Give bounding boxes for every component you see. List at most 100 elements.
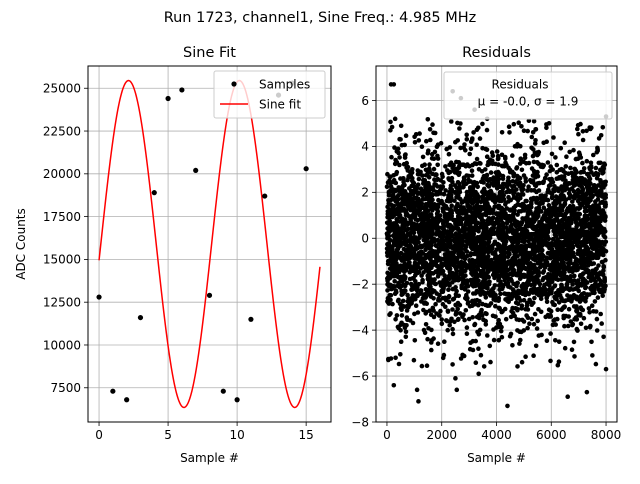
- residual-point: [584, 246, 589, 252]
- legend-samples-marker: [231, 81, 237, 87]
- residual-point: [396, 207, 402, 212]
- residual-point: [577, 211, 583, 217]
- residual-point: [592, 299, 598, 304]
- residual-point: [585, 235, 591, 241]
- residual-point: [532, 188, 537, 193]
- residual-point: [426, 187, 432, 192]
- residual-point: [463, 273, 468, 278]
- residual-point: [601, 334, 606, 340]
- residual-point: [534, 267, 539, 273]
- residual-point: [489, 257, 494, 263]
- residual-point: [519, 359, 525, 365]
- residual-point: [520, 237, 525, 242]
- residual-point: [434, 243, 439, 249]
- residual-point: [543, 236, 549, 241]
- residual-point: [587, 310, 592, 315]
- residual-point: [603, 249, 609, 254]
- residual-point: [442, 261, 448, 266]
- residual-point: [581, 315, 587, 321]
- residual-point: [426, 193, 432, 198]
- sine-fit-ytick-label: 10000: [43, 338, 81, 352]
- residual-point: [564, 154, 569, 159]
- residual-point: [494, 149, 500, 154]
- residual-point: [519, 243, 524, 249]
- residual-point: [466, 234, 472, 239]
- residual-point: [455, 275, 461, 280]
- residual-point: [406, 262, 412, 268]
- residual-point: [500, 229, 506, 234]
- residual-point: [525, 128, 530, 134]
- residual-point: [396, 325, 401, 331]
- residual-point: [460, 184, 466, 190]
- residual-point: [475, 184, 481, 190]
- residual-point: [454, 222, 459, 228]
- residual-point: [561, 268, 566, 274]
- residual-point: [600, 200, 606, 206]
- residual-point: [486, 204, 491, 209]
- residual-point: [453, 376, 458, 381]
- residual-point: [594, 192, 599, 197]
- residual-point: [546, 203, 552, 208]
- residual-point: [536, 280, 541, 285]
- residual-point: [573, 217, 578, 222]
- residual-point: [557, 225, 563, 231]
- residual-point: [398, 284, 404, 289]
- residual-point: [387, 174, 393, 180]
- residual-point: [506, 299, 512, 305]
- residual-point: [428, 262, 434, 267]
- residual-point: [398, 123, 404, 129]
- residual-point: [533, 138, 538, 143]
- residual-point: [429, 151, 435, 157]
- residual-point: [538, 296, 544, 302]
- residual-point: [531, 279, 537, 285]
- residual-point: [448, 272, 454, 278]
- residual-point: [488, 359, 493, 365]
- residual-point: [452, 243, 457, 249]
- residual-point: [547, 283, 552, 288]
- residual-point: [435, 162, 441, 168]
- residual-point: [471, 181, 476, 186]
- residual-point: [467, 215, 473, 220]
- residual-point: [556, 288, 561, 293]
- residual-point: [491, 222, 497, 228]
- residual-point: [505, 272, 511, 278]
- residual-point: [507, 130, 512, 135]
- residual-point: [511, 121, 517, 127]
- residual-point: [416, 253, 421, 259]
- residual-point: [506, 175, 511, 181]
- residuals-ytick-label: 2: [361, 186, 369, 200]
- residual-point: [575, 251, 580, 256]
- residual-point: [397, 136, 402, 142]
- residual-point: [409, 170, 415, 175]
- residual-point: [399, 186, 405, 191]
- residual-point: [421, 327, 427, 333]
- residuals-xlabel: Sample #: [467, 451, 526, 465]
- residual-point: [501, 255, 506, 261]
- residual-point: [438, 232, 443, 238]
- residual-point: [580, 186, 586, 192]
- residual-point: [412, 311, 417, 317]
- residual-point: [464, 137, 470, 142]
- residual-point: [570, 322, 575, 328]
- residual-point: [468, 266, 473, 272]
- residual-point: [390, 257, 395, 263]
- residual-point: [503, 232, 509, 237]
- residual-point: [473, 360, 479, 366]
- residual-point: [464, 325, 470, 330]
- residual-point: [550, 286, 555, 291]
- residual-point: [431, 296, 436, 301]
- residual-point: [509, 296, 514, 302]
- residual-point: [600, 229, 605, 234]
- residuals-xtick-label: 4000: [481, 428, 512, 442]
- residual-point: [426, 148, 431, 153]
- residual-point: [389, 124, 395, 130]
- residual-point: [491, 180, 496, 186]
- residual-point: [394, 289, 399, 295]
- residual-point: [518, 337, 523, 343]
- sine-fit-ytick-label: 20000: [43, 167, 81, 181]
- residual-point: [484, 154, 490, 159]
- residual-point: [513, 260, 518, 266]
- residual-point: [460, 242, 466, 248]
- residual-point: [578, 183, 584, 188]
- residual-point: [454, 309, 459, 315]
